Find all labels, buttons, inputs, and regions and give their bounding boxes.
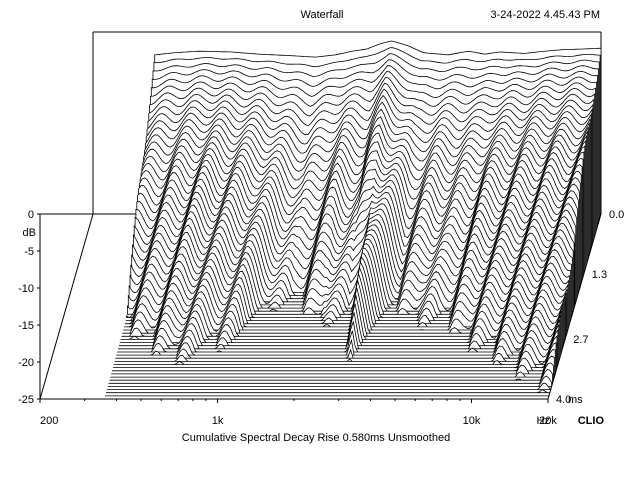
decay-slice xyxy=(122,275,568,334)
z-tick-label: 4.0 xyxy=(556,394,571,406)
z-tick-label: 1.3 xyxy=(592,269,607,281)
decay-slice xyxy=(121,282,567,337)
decay-slice xyxy=(108,369,553,384)
y-tick-label: -5 xyxy=(24,246,34,258)
decay-slice xyxy=(117,310,562,353)
decay-slice xyxy=(106,389,550,394)
y-tick-label: 0 xyxy=(28,209,34,221)
decay-slice xyxy=(106,382,552,390)
x-tick-label: 200 xyxy=(40,415,58,427)
decay-slice xyxy=(113,328,559,365)
decay-slice xyxy=(111,349,556,375)
y-tick-label: -20 xyxy=(18,357,34,369)
decay-slice xyxy=(116,314,561,356)
decay-slice xyxy=(114,324,560,362)
x-tick-label: 1k xyxy=(212,415,224,427)
z-axis-unit: ms xyxy=(568,394,583,406)
y-tick-label: -10 xyxy=(18,283,34,295)
z-tick-label: 2.7 xyxy=(573,334,588,346)
decay-slice xyxy=(112,342,557,372)
decay-slice xyxy=(107,375,552,387)
x-tick-label: 10k xyxy=(463,415,481,427)
timestamp: 3-24-2022 4.45.43 PM xyxy=(491,9,600,21)
chart-title: Waterfall xyxy=(301,9,344,21)
decay-slice xyxy=(109,362,554,381)
y-tick-label: -25 xyxy=(18,394,34,406)
decay-slice xyxy=(110,355,555,378)
y-axis-label: dB xyxy=(23,227,36,239)
decay-slice xyxy=(118,306,563,350)
y-tick-label: -15 xyxy=(18,320,34,332)
clio-brand: CLIO xyxy=(578,415,605,427)
x-tick-label: 20k xyxy=(539,415,557,427)
waterfall-slices xyxy=(104,40,602,400)
decay-slice xyxy=(112,335,558,368)
z-tick-label: 0.0 xyxy=(609,209,624,221)
x-axis-caption: Cumulative Spectral Decay Rise 0.580ms U… xyxy=(182,432,450,444)
decay-slice xyxy=(115,319,561,359)
x-axis-unit: Hz xyxy=(537,415,550,427)
